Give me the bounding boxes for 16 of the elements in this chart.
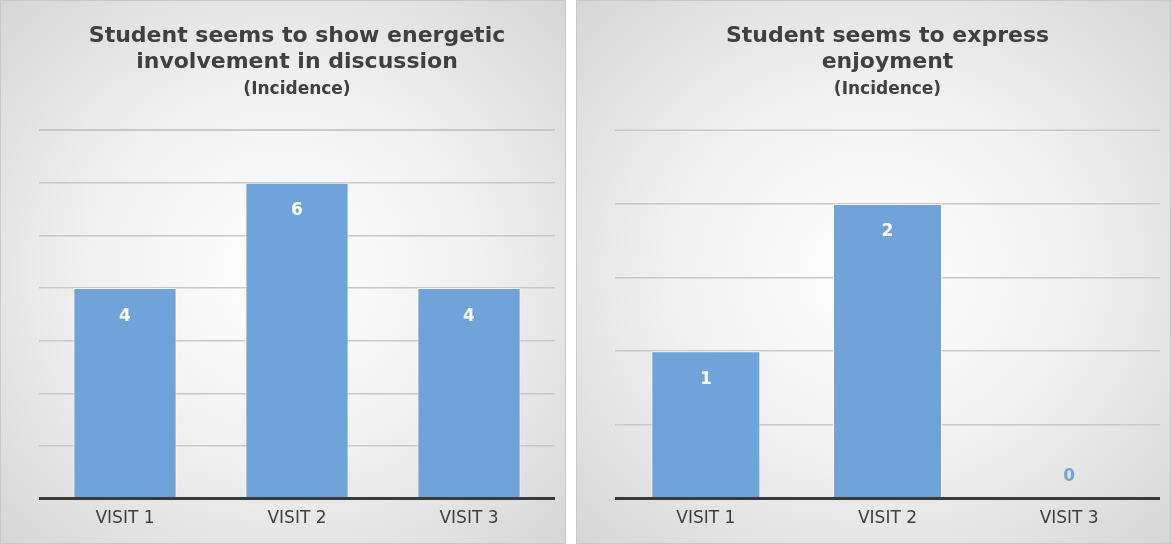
x-tick-label: VISIT 1 <box>95 507 155 528</box>
chart-subtitle: (Incidence) <box>243 78 351 99</box>
chart-subtitle: (Incidence) <box>833 78 942 99</box>
data-label: 6 <box>291 199 303 220</box>
data-label: 4 <box>463 304 476 325</box>
data-label: 0 <box>1063 465 1076 486</box>
x-tick-label: VISIT 2 <box>267 507 327 528</box>
data-label: 2 <box>881 220 894 241</box>
data-label: 4 <box>119 304 132 325</box>
x-tick-label: VISIT 3 <box>1039 507 1099 528</box>
data-label: 1 <box>699 367 712 388</box>
x-tick-label: VISIT 3 <box>439 507 499 528</box>
chart-title: Student seems to express enjoyment <box>725 21 1050 74</box>
chart-title: Student seems to show energetic involvement in discussion <box>88 21 506 74</box>
x-tick-label: VISIT 1 <box>676 507 736 528</box>
x-tick-label: VISIT 2 <box>857 507 918 528</box>
